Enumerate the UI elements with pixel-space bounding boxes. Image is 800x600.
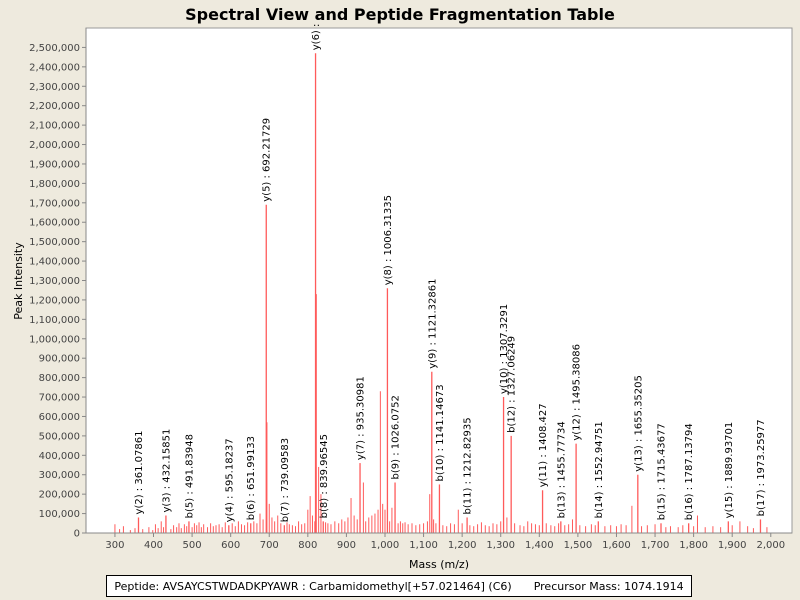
y-tick-label: 1,100,000 — [29, 315, 80, 326]
peak-annotation-label: b(11) : 1212.82935 — [463, 417, 474, 514]
y-tick-label: 900,000 — [39, 354, 80, 365]
y-tick-label: 1,700,000 — [29, 198, 80, 209]
peak-annotation-label: y(3) : 432.15851 — [161, 429, 172, 513]
peak-annotation-label: b(16) : 1787.13794 — [684, 423, 695, 520]
peak-annotation-label: b(17) : 1973.25977 — [756, 419, 767, 516]
x-tick-label: 300 — [105, 540, 124, 551]
y-tick-label: 700,000 — [39, 393, 80, 404]
y-tick-label: 1,500,000 — [29, 237, 80, 248]
peak-annotation-label: y(7) : 935.30981 — [356, 376, 367, 460]
x-tick-label: 1,400 — [525, 540, 554, 551]
peak-annotation-label: b(6) : 651.99133 — [246, 436, 257, 520]
y-axis-label: Peak Intensity — [12, 242, 25, 320]
y-tick-label: 1,400,000 — [29, 257, 80, 268]
chart-title: Spectral View and Peptide Fragmentation … — [185, 5, 615, 24]
x-tick-label: 1,000 — [371, 540, 400, 551]
y-tick-label: 2,300,000 — [29, 82, 80, 93]
y-axis-ticks: 0 100,000 200,000 300,000 400,000 500,000 600,… — [29, 43, 86, 540]
peaks-layer — [114, 53, 768, 533]
x-tick-label: 1,200 — [448, 540, 477, 551]
x-tick-label: 2,000 — [756, 540, 785, 551]
x-tick-label: 500 — [183, 540, 202, 551]
x-tick-label: 800 — [298, 540, 317, 551]
peak-annotation-label: y(8) : 1006.31335 — [383, 195, 394, 285]
x-tick-label: 1,600 — [602, 540, 631, 551]
x-tick-label: 900 — [337, 540, 356, 551]
peak-annotation-label: b(5) : 491.83948 — [184, 434, 195, 518]
peak-annotation-label: b(15) : 1715.43677 — [657, 423, 668, 520]
peak-annotation-label: b(13) : 1455.77734 — [556, 421, 567, 518]
y-tick-label: 2,400,000 — [29, 62, 80, 73]
precursor-mass-text: Precursor Mass: 1074.1914 — [533, 579, 684, 593]
y-tick-label: 1,300,000 — [29, 276, 80, 287]
y-tick-label: 200,000 — [39, 490, 80, 501]
peak-annotation-label: y(4) : 595.18237 — [224, 438, 235, 522]
x-tick-label: 1,100 — [409, 540, 438, 551]
peak-annotation-label: b(12) : 1327.06249 — [507, 336, 518, 433]
plot-area — [85, 27, 793, 534]
peak-annotation-label: b(14) : 1552.94751 — [594, 421, 605, 518]
x-axis-label: Mass (m/z) — [409, 558, 469, 571]
peak-annotation-label: y(12) : 1495.38086 — [572, 344, 583, 441]
y-tick-label: 2,100,000 — [29, 121, 80, 132]
peak-annotation-label: b(7) : 739.09583 — [280, 438, 291, 522]
x-tick-label: 1,500 — [564, 540, 593, 551]
x-tick-label: 400 — [144, 540, 163, 551]
x-tick-label: 1,300 — [486, 540, 515, 551]
peak-annotation-label: b(8) : 839.96545 — [319, 434, 330, 518]
peak-annotation-label: y(9) : 1121.32861 — [427, 279, 438, 369]
peptide-text: Peptide: AVSAYCSTWDADKPYAWR : Carbamidom… — [114, 579, 512, 593]
peak-annotation-label: b(10) : 1141.14673 — [435, 384, 446, 481]
y-tick-label: 2,000,000 — [29, 140, 80, 151]
y-tick-label: 1,800,000 — [29, 179, 80, 190]
x-tick-label: 1,700 — [641, 540, 670, 551]
x-tick-label: 1,800 — [679, 540, 708, 551]
y-tick-label: 1,200,000 — [29, 295, 80, 306]
y-tick-label: 1,600,000 — [29, 218, 80, 229]
x-tick-label: 700 — [260, 540, 279, 551]
x-axis-ticks: 300 400 500 600 700 800 900 1,000 1,100 1,200 1,30… — [105, 533, 785, 551]
y-tick-label: 600,000 — [39, 412, 80, 423]
peak-annotation-label: y(6) : — [311, 24, 322, 51]
y-tick-label: 1,900,000 — [29, 159, 80, 170]
y-tick-label: 100,000 — [39, 509, 80, 520]
peak-annotation-label: y(5) : 692.21729 — [262, 118, 273, 202]
annotation-layer: y(2) : 361.07861 y(3) : 432.15851 b(5) : 4… — [134, 24, 767, 523]
peak-annotation-label: y(11) : 1408.427 — [538, 403, 549, 487]
y-tick-label: 2,200,000 — [29, 101, 80, 112]
peak-annotation-label: y(2) : 361.07861 — [134, 431, 145, 515]
y-tick-label: 400,000 — [39, 451, 80, 462]
x-tick-label: 600 — [221, 540, 240, 551]
peak-annotation-label: y(10) : 1307.3291 — [499, 304, 510, 394]
y-tick-label: 300,000 — [39, 470, 80, 481]
y-tick-label: 2,500,000 — [29, 43, 80, 54]
y-tick-label: 1,000,000 — [29, 334, 80, 345]
x-tick-label: 1,900 — [718, 540, 747, 551]
y-tick-label: 500,000 — [39, 431, 80, 442]
peak-annotation-label: y(15) : 1889.93701 — [724, 422, 735, 519]
y-tick-label: 0 — [74, 529, 80, 540]
peptide-info-box: Peptide: AVSAYCSTWDADKPYAWR : Carbamidom… — [106, 575, 692, 597]
peak-annotation-label: b(9) : 1026.0752 — [391, 395, 402, 479]
y-tick-label: 800,000 — [39, 373, 80, 384]
peak-annotation-label: y(13) : 1655.35205 — [633, 375, 644, 472]
